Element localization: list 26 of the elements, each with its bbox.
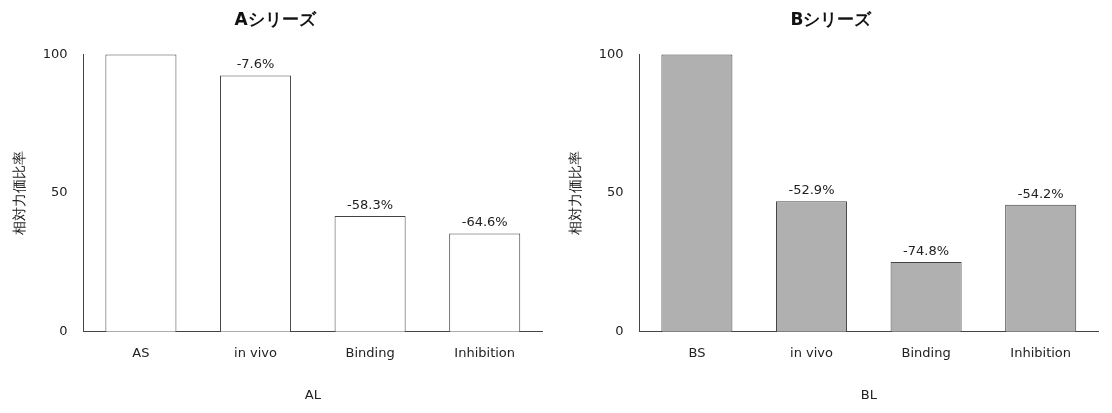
annotation: -54.2% <box>1017 185 1064 201</box>
chart-title: Bシリーズ <box>790 8 873 29</box>
y-tick-label: 0 <box>59 323 68 339</box>
y-axis-title: 相対力価比率 <box>567 151 584 236</box>
annotation: -64.6% <box>461 214 508 230</box>
annotation: -7.6% <box>236 56 275 72</box>
x-tick-label: Inhibition <box>1010 344 1072 360</box>
annotation: -74.8% <box>903 242 950 258</box>
y-tick-label: 100 <box>598 45 624 61</box>
x-tick-label: in vivo <box>234 344 278 360</box>
chart-title: Aシリーズ <box>234 8 317 29</box>
x-tick-label: BS <box>688 344 706 360</box>
y-tick-label: 50 <box>51 184 68 200</box>
x-tick-label: Binding <box>345 344 395 360</box>
x-tick-label: Binding <box>901 344 951 360</box>
y-tick-label: 50 <box>607 184 624 200</box>
y-axis-title: 相対力価比率 <box>11 151 28 236</box>
x-tick-label: in vivo <box>790 344 834 360</box>
x-tick-label: AS <box>132 344 150 360</box>
annotation: -58.3% <box>347 197 394 212</box>
annotation: -52.9% <box>788 182 835 198</box>
x-axis-title: AL <box>304 386 322 402</box>
x-tick-label: Inhibition <box>454 344 516 360</box>
y-tick-label: 0 <box>615 323 624 339</box>
y-tick-label: 100 <box>42 45 68 61</box>
x-axis-title: BL <box>860 386 878 402</box>
